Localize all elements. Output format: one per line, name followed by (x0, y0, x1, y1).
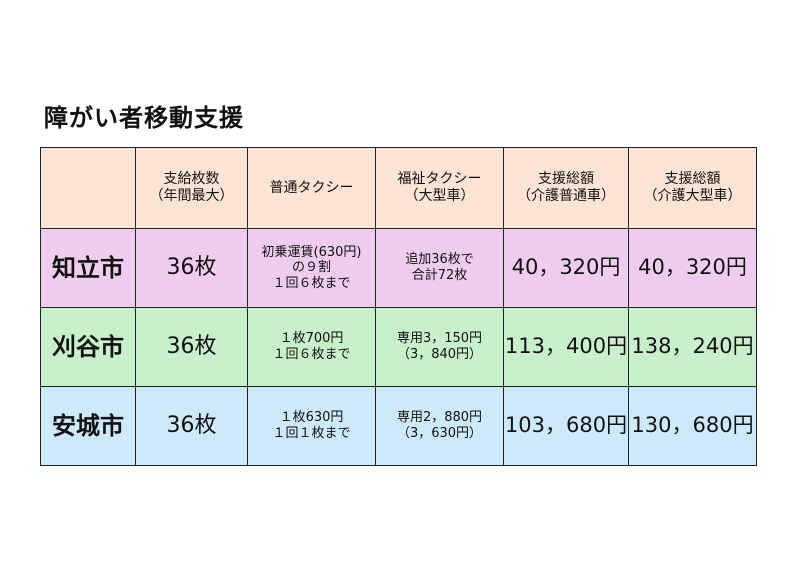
city-cell: 知立市 (40, 228, 136, 308)
cell-line: 合計72枚 (411, 268, 468, 283)
cell-line: １枚700円 (279, 331, 344, 347)
header-empty (40, 147, 136, 229)
header-line: 支給枚数 (163, 171, 220, 188)
total-normal-cell: 103，680円 (503, 386, 629, 466)
total-large-cell: 40，320円 (628, 228, 757, 308)
count-cell: 36枚 (135, 386, 248, 466)
header-line: （介護普通車） (517, 188, 615, 204)
header-line: （年間最大） (149, 188, 234, 204)
total-normal-cell: 113，400円 (503, 307, 629, 387)
count-cell: 36枚 (135, 307, 248, 387)
header-count: 支給枚数 （年間最大） (135, 147, 248, 229)
total-normal-cell: 40，320円 (503, 228, 629, 308)
cell-line: 追加36枚で (405, 252, 474, 268)
cell-line: １回６枚まで (272, 275, 351, 291)
header-row: 支給枚数 （年間最大） 普通タクシー 福祉タクシー （大型車） 支援総額 （介護普通車… (40, 147, 757, 229)
header-line: 支援総額 (664, 171, 721, 188)
taxi-cell: １枚630円 １回１枚まで (247, 386, 376, 466)
cell-line: １回６枚まで (272, 347, 351, 362)
header-line: 普通タクシー (269, 179, 354, 196)
table-row: 安城市 36枚 １枚630円 １回１枚まで 専用2，880円 （3，630円） 10… (40, 386, 757, 466)
welfare-cell: 追加36枚で 合計72枚 (375, 228, 504, 308)
total-large-cell: 130，680円 (628, 386, 757, 466)
header-taxi: 普通タクシー (247, 147, 376, 229)
header-line: （大型車） (404, 188, 475, 204)
support-table: 支給枚数 （年間最大） 普通タクシー 福祉タクシー （大型車） 支援総額 （介護普通車… (40, 147, 757, 466)
table-row: 知立市 36枚 初乗運賃(630円) の９割 １回６枚まで 追加36枚で 合計72枚 … (40, 228, 757, 308)
cell-line: 専用3，150円 (396, 331, 483, 347)
table-row: 刈谷市 36枚 １枚700円 １回６枚まで 専用3，150円 （3，840円） 11… (40, 307, 757, 387)
total-large-cell: 138，240円 (628, 307, 757, 387)
header-line: 福祉タクシー (397, 171, 482, 188)
cell-line: １枚630円 (279, 410, 344, 426)
cell-line: 専用2，880円 (396, 410, 483, 426)
cell-line: １回１枚まで (272, 426, 351, 441)
header-total-large: 支援総額 （介護大型車） (628, 147, 757, 229)
header-welfare-taxi: 福祉タクシー （大型車） (375, 147, 504, 229)
welfare-cell: 専用3，150円 （3，840円） (375, 307, 504, 387)
cell-line: （3，630円） (396, 426, 483, 441)
cell-line: の９割 (291, 260, 331, 276)
city-cell: 刈谷市 (40, 307, 136, 387)
header-line: （介護大型車） (643, 188, 742, 204)
cell-line: 初乗運賃(630円) (261, 244, 362, 260)
welfare-cell: 専用2，880円 （3，630円） (375, 386, 504, 466)
count-cell: 36枚 (135, 228, 248, 308)
page-title: 障がい者移動支援 (44, 104, 244, 132)
taxi-cell: 初乗運賃(630円) の９割 １回６枚まで (247, 228, 376, 308)
city-cell: 安城市 (40, 386, 136, 466)
header-line: 支援総額 (538, 171, 594, 188)
cell-line: （3，840円） (396, 347, 483, 362)
taxi-cell: １枚700円 １回６枚まで (247, 307, 376, 387)
header-total-normal: 支援総額 （介護普通車） (503, 147, 629, 229)
